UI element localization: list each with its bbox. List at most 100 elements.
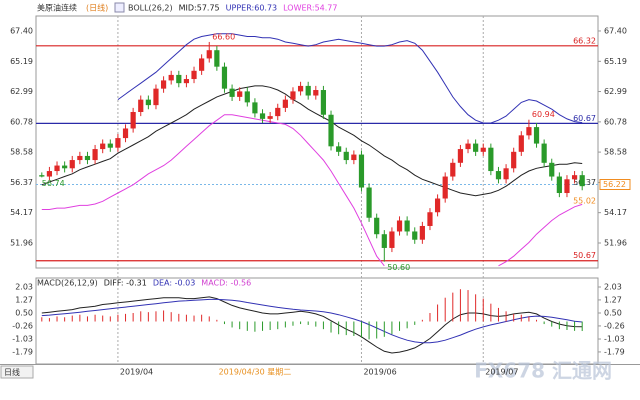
y-tick-label: 2.03 (15, 283, 33, 292)
candle-body (541, 143, 547, 163)
candle-body (427, 212, 433, 226)
candle-body (46, 171, 53, 177)
y-tick-label: 0.50 (15, 309, 33, 318)
symbol: 美原油连续 (37, 3, 77, 13)
candle-body (366, 187, 372, 218)
y-tick-label-right: 2.03 (604, 283, 622, 292)
extreme-label: 60.94 (532, 110, 555, 119)
x-tick-label: 2019/04/30 星期二 (219, 368, 292, 377)
candle-body (237, 91, 243, 97)
period-button[interactable] (0, 365, 34, 379)
candle-body (450, 162, 456, 177)
price-panel (35, 15, 599, 269)
legend-entry: DIFF: -0.31 (104, 279, 147, 288)
candle-body (229, 88, 235, 97)
settings-icon[interactable] (114, 2, 125, 13)
level-label: 50.67 (573, 251, 596, 260)
candle-body (465, 143, 471, 150)
candle-body (221, 66, 228, 89)
candle-body (549, 162, 555, 177)
candle-body (130, 111, 136, 129)
y-tick-label-right: 58.58 (604, 148, 627, 157)
candle-body (275, 107, 281, 117)
candle-body (396, 220, 403, 232)
y-tick-label: 56.37 (10, 178, 33, 187)
y-tick-label: 58.58 (10, 148, 33, 157)
current-price-label: 56.22 (603, 180, 626, 189)
candle-body (206, 50, 212, 59)
y-tick-label: 67.40 (10, 26, 33, 35)
candle-body (488, 147, 494, 172)
price-tag: 55.02 (573, 196, 596, 205)
legend-entry: DEA: -0.03 (153, 279, 195, 288)
candle-body (533, 127, 540, 144)
level-label: 66.32 (573, 36, 596, 45)
legend-entry: UPPER:60.73 (226, 4, 277, 13)
legend-entry: MACD: -0.56 (201, 279, 251, 288)
candle-body (305, 85, 311, 96)
candle-body (259, 113, 266, 119)
candle-body (480, 147, 486, 152)
candle-body (564, 179, 570, 194)
band-line (41, 114, 583, 267)
level-label: 60.67 (573, 114, 596, 123)
candle-body (290, 91, 296, 100)
candle-body (313, 90, 319, 96)
candle-body (297, 85, 304, 92)
candle-body (267, 116, 273, 119)
extreme-label: 50.60 (387, 263, 410, 272)
candle-body (457, 149, 464, 163)
candle-body (336, 146, 342, 152)
candle-body (389, 231, 395, 248)
x-tick-label: 2019/07 (485, 368, 518, 377)
candle-body (252, 102, 258, 114)
band-line (41, 85, 583, 197)
candle-body (503, 168, 509, 180)
legend-entry: LOWER:54.77 (283, 4, 337, 13)
period-button-label: 日线 (4, 367, 20, 377)
y-tick-label-right: 60.78 (604, 117, 627, 126)
y-tick-label-right: 0.50 (604, 309, 622, 318)
panel-title: MACD(26,12,9) (37, 279, 98, 288)
candle-body (168, 74, 174, 81)
candle-body (358, 154, 365, 188)
x-tick-label: 2019/04 (120, 368, 153, 377)
candle-body (571, 175, 578, 180)
y-tick-label: 62.99 (10, 87, 33, 96)
y-tick-label: 65.19 (10, 57, 33, 66)
candle-body (374, 217, 380, 235)
candle-body (153, 88, 159, 106)
candle-body (282, 99, 288, 108)
candle-body (115, 138, 121, 148)
candle-body (107, 143, 113, 148)
candle-body (69, 160, 75, 169)
candle-body (100, 143, 106, 150)
y-tick-label: 1.27 (15, 295, 33, 304)
candle-body (434, 198, 441, 213)
candle-body (419, 225, 425, 240)
candle-body (244, 91, 250, 103)
candle-body (62, 165, 68, 169)
y-tick-label: -1.79 (12, 347, 33, 356)
y-tick-label-right: -0.26 (604, 321, 625, 330)
y-tick-label-right: 67.40 (604, 26, 627, 35)
y-tick-label-right: -1.79 (604, 347, 625, 356)
candle-body (77, 155, 83, 161)
y-tick-label: -1.03 (12, 335, 33, 344)
candle-body (39, 175, 45, 177)
candle-body (343, 151, 349, 161)
candle-body (199, 58, 205, 71)
y-tick-label: 51.96 (10, 239, 33, 248)
candle-body (351, 154, 357, 161)
watermark: FX678 汇通网 (474, 359, 612, 383)
candle-body (160, 80, 167, 89)
candle-body (579, 175, 585, 187)
candle-body (556, 176, 562, 194)
candle-body (84, 155, 91, 161)
macd-line (41, 298, 583, 344)
candle-body (511, 151, 517, 169)
candle-body (214, 50, 220, 67)
y-tick-label-right: 51.96 (604, 239, 627, 248)
candle-body (381, 234, 387, 248)
